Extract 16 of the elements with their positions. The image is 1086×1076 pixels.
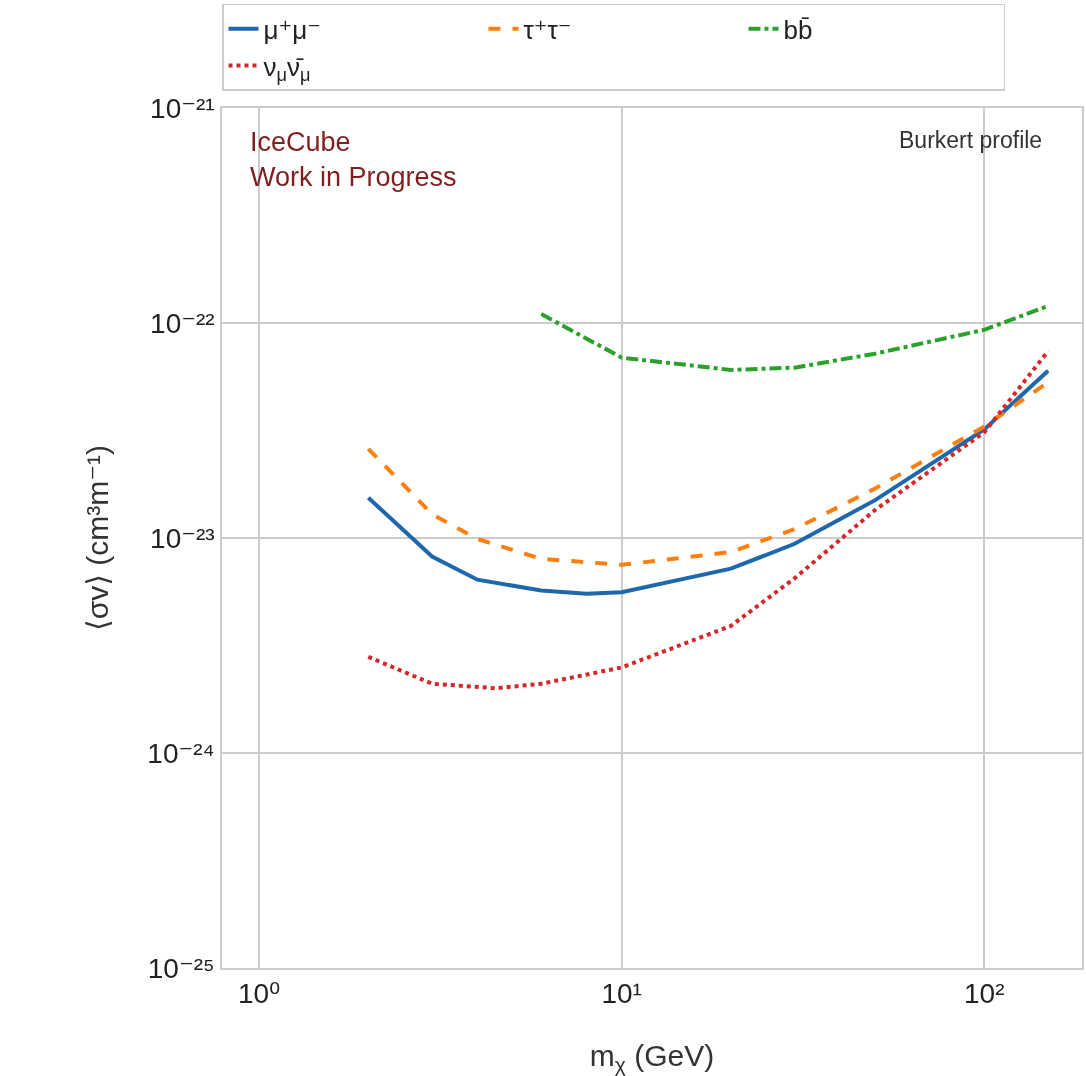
x-axis-title: m$_{χ}$ (GeV) [589,1038,715,1076]
legend-label: bb̄ [783,14,813,45]
y-tick-label: 10⁻²³ [150,522,215,554]
legend-label: ν$_{μ}$ν̄$_{μ}$ [263,51,311,86]
x-tick-label: 10⁰ [237,978,281,1010]
y-tick-label: 10⁻²⁴ [147,737,215,769]
legend-label: μ⁺μ⁻ [263,14,321,45]
annotation: Burkert profile [899,127,1043,153]
annotation: IceCube Work in Progress [250,127,457,193]
x-tick-label: 10¹ [601,978,642,1010]
y-axis-title: ⟨σv⟩ (cm³m⁻¹) [80,444,114,632]
y-tick-label: 10⁻²⁵ [147,952,215,984]
x-tick-label: 10² [964,978,1005,1010]
y-tick-label: 10⁻²¹ [150,92,215,124]
y-tick-label: 10⁻²² [150,307,215,339]
legend-label: τ⁺τ⁻ [523,14,572,45]
